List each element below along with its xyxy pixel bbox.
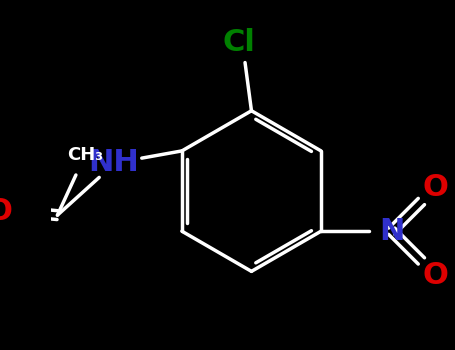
Text: N: N xyxy=(379,217,404,246)
Text: NH: NH xyxy=(88,148,139,177)
Text: O: O xyxy=(0,197,13,226)
Text: CH₃: CH₃ xyxy=(67,146,104,164)
Text: Cl: Cl xyxy=(223,28,256,57)
Text: O: O xyxy=(423,261,449,290)
Text: O: O xyxy=(423,173,449,202)
